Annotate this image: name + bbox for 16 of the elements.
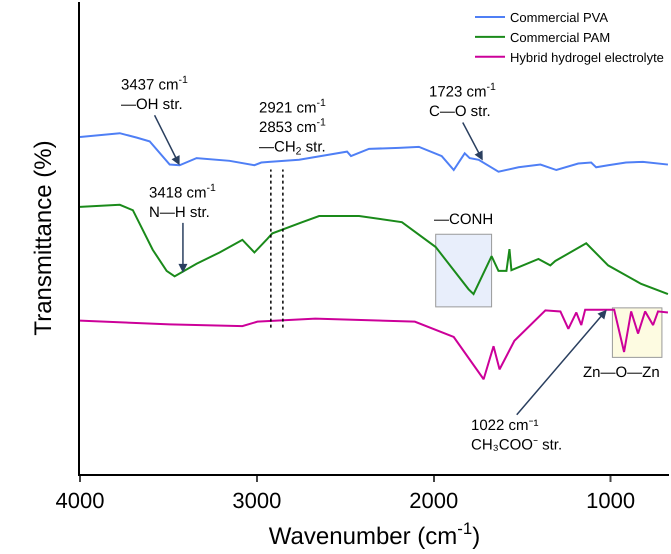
- x-tick-label: 1000: [586, 488, 636, 514]
- legend-label: Commercial PVA: [510, 10, 608, 26]
- legend-label: Hybrid hydrogel electrolyte: [510, 50, 664, 65]
- x-axis-title: Wavenumber (cm$^{-1}$): [268, 518, 480, 550]
- annotation: 3418 cm$^{-1}$ N—H str.: [149, 182, 216, 221]
- x-tick-label: 3000: [232, 488, 282, 514]
- band-label: Zn—O—Zn: [583, 364, 660, 381]
- annotation: 1723 cm$^{-1}$ C—O str.: [429, 81, 496, 120]
- legend-label: Commercial PAM: [510, 30, 610, 45]
- annotation: 3437 cm$^{-1}$ —OH str.: [121, 74, 188, 113]
- band-label: —CONH: [434, 211, 494, 228]
- y-axis-title: Transmittance (%): [30, 140, 57, 336]
- x-tick-label: 4000: [56, 488, 104, 514]
- annotation: 1022 cm⁻¹ CH₃COO⁻ str.: [471, 417, 562, 454]
- x-tick-label: 2000: [409, 488, 458, 514]
- text: 2921 cm$^{-1}$ 2853 cm$^{-1}$ —CH$_{2}$ str.: [259, 97, 326, 158]
